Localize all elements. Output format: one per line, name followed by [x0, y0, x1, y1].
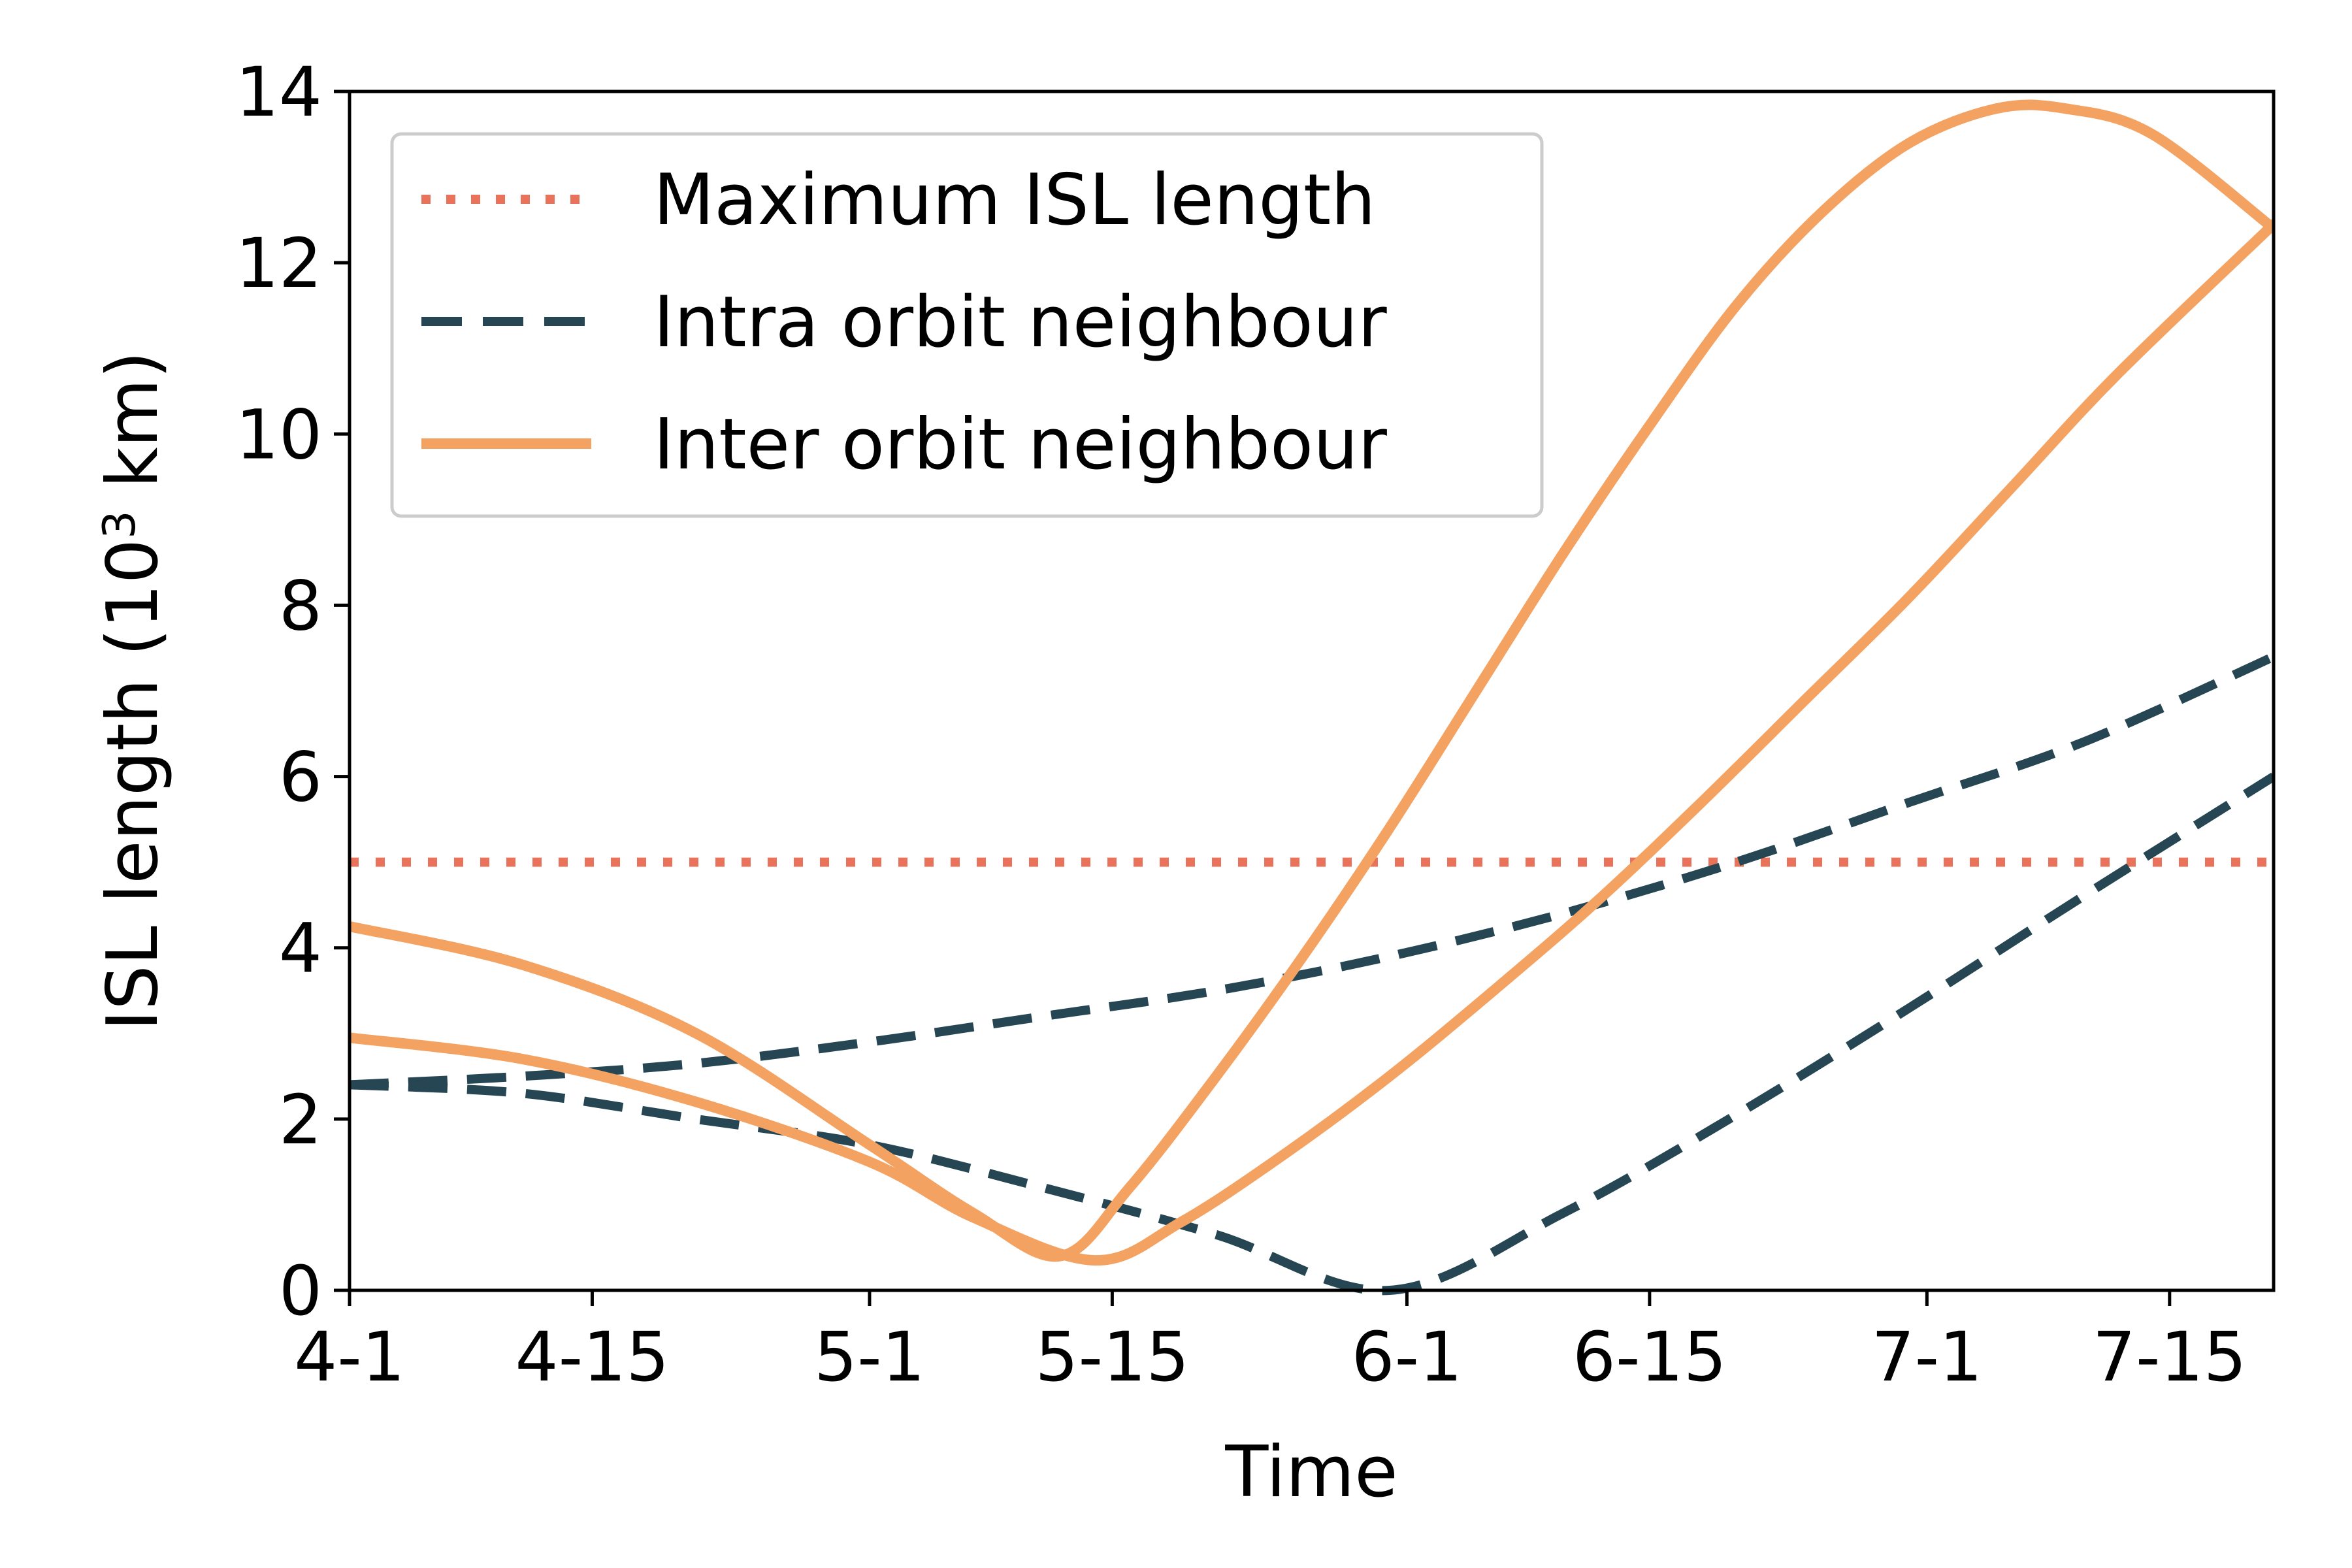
x-tick-label: 5-1 [814, 1317, 925, 1397]
y-tick-label: 12 [236, 223, 322, 303]
y-tick-label: 14 [236, 52, 322, 132]
y-tick-label: 2 [279, 1080, 322, 1160]
legend-box [390, 132, 1544, 518]
legend: Maximum ISL length Intra orbit neighbour I… [390, 132, 1544, 518]
y-axis-title: ISL length (103 km) [92, 351, 174, 1031]
x-tick-label: 4-1 [294, 1317, 405, 1397]
x-tick-label: 4-15 [515, 1317, 669, 1397]
plot-lines [350, 99, 2274, 1296]
series-line-inter-orbit-neighbour [350, 99, 2274, 1262]
series-line-intra-orbit-neighbour [350, 652, 2274, 1090]
y-tick-label: 10 [236, 395, 322, 474]
x-tick-label: 6-1 [1351, 1317, 1462, 1397]
x-tick-label: 6-15 [1573, 1317, 1727, 1397]
series-line-unnamed-2 [350, 772, 2274, 1296]
legend-label-intra-orbit-neighbour: Intra orbit neighbour [653, 282, 1387, 363]
x-tick-label: 7-1 [1871, 1317, 1982, 1397]
y-axis: 0 2 4 6 8 10 12 14 [236, 52, 350, 1331]
series-line-unnamed-4 [350, 219, 2274, 1266]
legend-label-maximum-isl-length: Maximum ISL length [653, 159, 1376, 241]
y-axis-title-main: ISL length (10 [92, 539, 174, 1031]
x-tick-label: 5-15 [1035, 1317, 1189, 1397]
y-axis-title-superscript: 3 [94, 510, 146, 538]
x-axis: 4-1 4-15 5-1 5-15 6-1 6-15 7-1 7-15 [294, 1290, 2247, 1397]
y-tick-label: 0 [279, 1251, 322, 1331]
y-axis-title-unit: km) [92, 351, 174, 510]
y-tick-label: 8 [279, 566, 322, 645]
plot-frame [348, 90, 2276, 1292]
y-tick-label: 6 [279, 738, 322, 817]
x-tick-label: 7-15 [2093, 1317, 2247, 1397]
x-axis-title: Time [1224, 1431, 1397, 1513]
legend-label-inter-orbit-neighbour: Inter orbit neighbour [653, 404, 1388, 485]
y-tick-label: 4 [279, 909, 322, 988]
